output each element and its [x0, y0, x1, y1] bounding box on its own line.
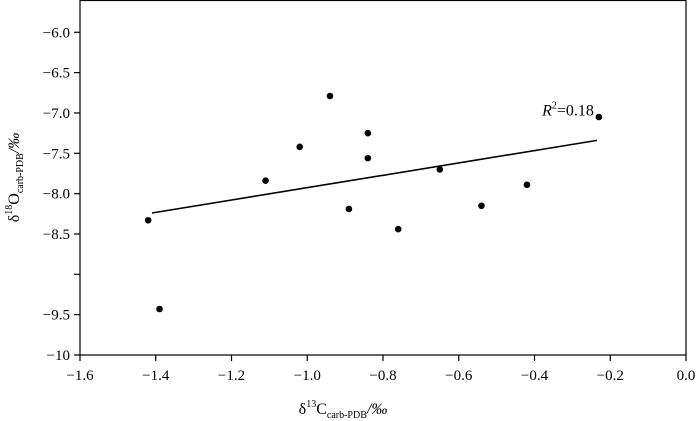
- y-tick-label: −7.5: [43, 146, 70, 162]
- y-tick-label: −9.5: [43, 308, 70, 324]
- x-tick-label: −1.6: [66, 368, 94, 384]
- data-point: [394, 225, 402, 233]
- data-point: [345, 205, 353, 213]
- x-tick-label: −0.6: [445, 368, 473, 384]
- y-tick-label: −7.0: [43, 106, 70, 122]
- x-tick-label: −1.4: [142, 368, 170, 384]
- data-point: [156, 305, 163, 313]
- y-tick-label: −10: [47, 348, 70, 364]
- data-point: [478, 202, 485, 210]
- data-point: [523, 181, 531, 189]
- data-point: [364, 154, 372, 162]
- x-tick-label: −1.2: [218, 368, 245, 384]
- data-point: [296, 143, 303, 151]
- x-tick-label: −1.0: [294, 368, 321, 384]
- trendline: [151, 139, 598, 214]
- data-point: [262, 177, 269, 185]
- data-point: [326, 92, 334, 100]
- y-tick-label: −6.5: [43, 66, 70, 82]
- y-axis-title: δ18Ocarb-PDB/‰: [4, 133, 26, 223]
- data-point: [144, 216, 152, 224]
- y-tick-label: −8.0: [43, 187, 70, 203]
- x-tick-label: −0.2: [597, 368, 624, 384]
- data-point: [436, 166, 444, 173]
- y-tick-label: −6.0: [43, 25, 70, 41]
- r-squared-annotation: R2=0.18: [541, 100, 594, 119]
- data-point: [595, 113, 603, 121]
- plot-area-border: [79, 0, 687, 356]
- y-tick-label: −8.5: [43, 227, 70, 243]
- data-point: [364, 129, 372, 137]
- x-tick-label: 0.0: [677, 368, 696, 384]
- x-tick-label: −0.8: [369, 368, 396, 384]
- x-axis-title: δ13Ccarb-PDB/‰: [299, 399, 388, 421]
- x-tick-label: −0.4: [521, 368, 549, 384]
